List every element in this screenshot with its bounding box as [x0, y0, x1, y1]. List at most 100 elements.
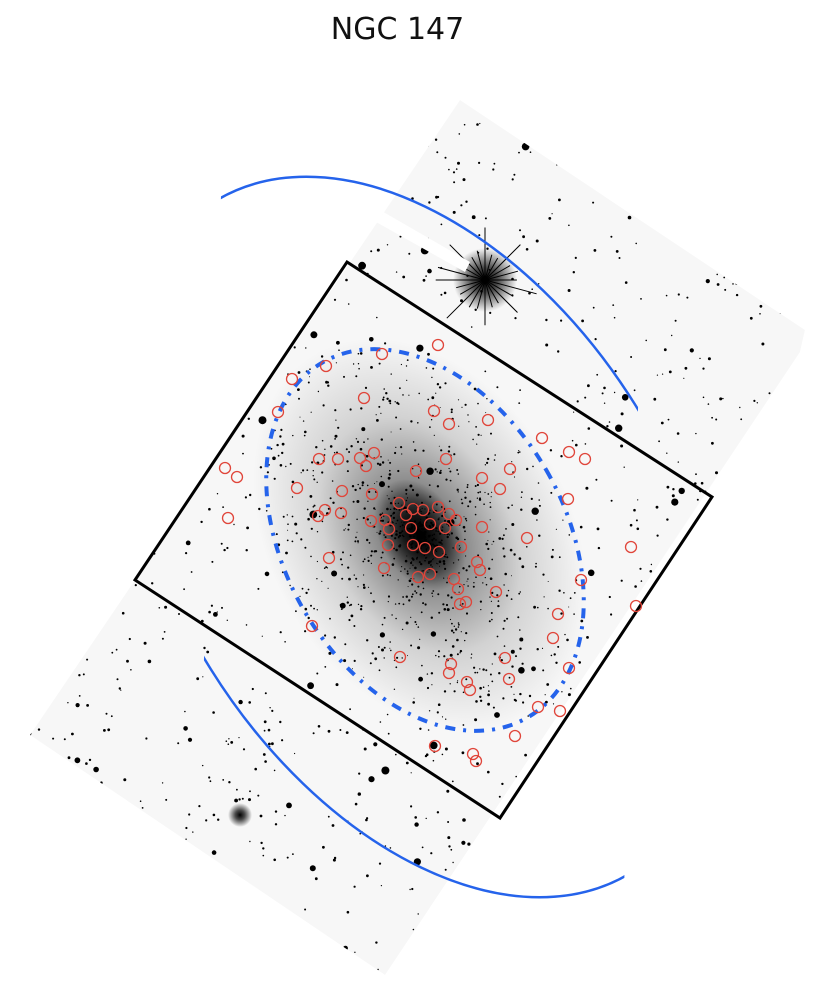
star — [409, 888, 411, 891]
star — [732, 283, 734, 285]
star — [389, 647, 391, 649]
star — [307, 682, 314, 690]
star — [451, 622, 453, 625]
star — [366, 817, 369, 820]
star — [294, 752, 296, 755]
star — [698, 663, 701, 666]
star — [416, 344, 424, 352]
star — [187, 737, 193, 742]
star — [808, 917, 811, 920]
star — [653, 165, 657, 169]
star — [331, 550, 335, 554]
star — [505, 528, 507, 530]
star — [496, 386, 499, 389]
target-marker — [438, 521, 452, 535]
star — [436, 562, 438, 564]
star — [262, 325, 265, 328]
star — [448, 500, 451, 503]
star — [291, 496, 294, 498]
star — [326, 567, 329, 569]
star — [429, 534, 431, 536]
star — [762, 980, 764, 982]
star — [417, 476, 420, 479]
star — [432, 595, 434, 597]
star — [418, 392, 421, 395]
star — [811, 367, 813, 369]
star — [764, 107, 766, 109]
star — [603, 386, 606, 390]
star — [634, 964, 637, 967]
target-marker — [357, 391, 371, 405]
star — [169, 907, 172, 909]
star — [30, 729, 32, 737]
star — [464, 538, 466, 541]
star — [418, 540, 421, 543]
star — [121, 415, 125, 418]
star — [431, 534, 434, 537]
star — [164, 435, 166, 438]
star — [649, 570, 653, 573]
star — [814, 614, 815, 615]
star — [351, 485, 355, 488]
star — [315, 446, 318, 449]
star — [410, 644, 413, 647]
star — [418, 533, 422, 536]
star — [433, 434, 435, 436]
star — [405, 488, 408, 492]
star — [500, 659, 503, 662]
star — [280, 428, 283, 431]
star — [491, 618, 493, 621]
star — [361, 427, 366, 432]
star — [714, 659, 717, 662]
star — [418, 561, 421, 564]
star — [311, 461, 314, 464]
star — [109, 865, 112, 867]
star — [417, 422, 419, 424]
star — [682, 703, 684, 705]
star — [739, 150, 742, 153]
star — [686, 118, 689, 121]
star — [128, 637, 131, 641]
star — [463, 123, 466, 126]
star — [67, 702, 69, 704]
star — [177, 228, 184, 235]
star — [270, 447, 273, 450]
star — [401, 530, 404, 533]
star — [722, 397, 724, 400]
star — [428, 710, 431, 712]
star — [497, 604, 500, 608]
star — [191, 385, 193, 388]
star — [78, 361, 81, 364]
star — [335, 683, 339, 687]
star — [427, 398, 430, 401]
star — [459, 974, 462, 975]
star — [216, 274, 219, 278]
star — [521, 142, 530, 151]
star — [337, 426, 340, 429]
star — [379, 721, 382, 723]
star — [503, 555, 506, 558]
star — [596, 373, 599, 376]
star — [520, 496, 523, 498]
star — [395, 548, 398, 552]
star — [425, 817, 427, 820]
star — [580, 923, 584, 926]
star — [383, 388, 386, 390]
star — [375, 941, 378, 944]
star — [695, 555, 697, 558]
star — [389, 402, 392, 405]
star — [353, 625, 356, 627]
star — [386, 713, 389, 716]
star — [309, 865, 316, 872]
star — [263, 729, 266, 732]
star — [511, 958, 514, 961]
star — [504, 572, 508, 576]
star — [752, 878, 755, 881]
star — [253, 146, 257, 150]
star — [503, 645, 506, 647]
star — [437, 530, 440, 533]
star — [301, 587, 304, 590]
star — [401, 566, 403, 568]
star — [640, 298, 642, 300]
star — [433, 533, 436, 536]
